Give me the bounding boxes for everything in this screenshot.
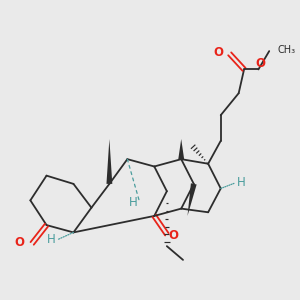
Text: CH₃: CH₃ (278, 45, 296, 55)
Text: H: H (237, 176, 246, 189)
Polygon shape (178, 139, 184, 159)
Text: O: O (214, 46, 224, 59)
Polygon shape (188, 183, 197, 216)
Text: O: O (168, 229, 178, 242)
Text: O: O (255, 57, 265, 70)
Text: O: O (15, 236, 25, 249)
Text: H: H (46, 232, 55, 246)
Polygon shape (106, 139, 112, 184)
Text: H: H (129, 196, 138, 209)
